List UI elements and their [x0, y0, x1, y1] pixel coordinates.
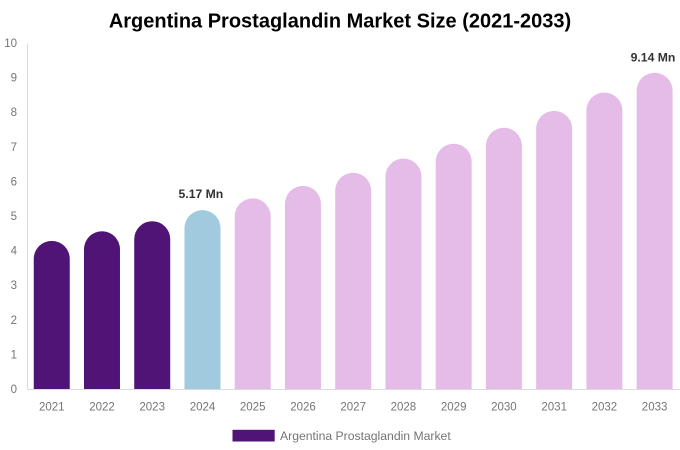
- svg-text:2029: 2029: [441, 402, 467, 414]
- svg-text:2032: 2032: [592, 402, 618, 414]
- svg-text:7: 7: [11, 142, 17, 154]
- svg-text:2028: 2028: [391, 402, 417, 414]
- svg-text:6: 6: [11, 176, 17, 188]
- svg-text:10: 10: [4, 38, 17, 50]
- svg-text:Argentina Prostaglandin Market: Argentina Prostaglandin Market: [280, 429, 451, 443]
- svg-text:5.17 Mn: 5.17 Mn: [179, 187, 224, 201]
- svg-text:2024: 2024: [190, 402, 216, 414]
- svg-text:9: 9: [11, 73, 17, 85]
- svg-text:4: 4: [11, 246, 18, 258]
- svg-text:2021: 2021: [39, 402, 65, 414]
- svg-text:2030: 2030: [491, 402, 517, 414]
- svg-text:2026: 2026: [290, 402, 316, 414]
- svg-text:3: 3: [11, 280, 17, 292]
- svg-text:2: 2: [11, 315, 17, 327]
- svg-text:2033: 2033: [642, 402, 668, 414]
- svg-text:2027: 2027: [340, 402, 366, 414]
- svg-text:5: 5: [11, 211, 17, 223]
- svg-text:1: 1: [11, 349, 17, 361]
- svg-text:8: 8: [11, 107, 17, 119]
- svg-text:2031: 2031: [541, 402, 567, 414]
- svg-text:2025: 2025: [240, 402, 266, 414]
- svg-text:2022: 2022: [89, 402, 115, 414]
- svg-text:9.14 Mn: 9.14 Mn: [631, 51, 676, 65]
- svg-text:Argentina Prostaglandin Market: Argentina Prostaglandin Market Size (202…: [109, 11, 571, 33]
- svg-text:0: 0: [11, 384, 17, 396]
- svg-text:2023: 2023: [139, 402, 165, 414]
